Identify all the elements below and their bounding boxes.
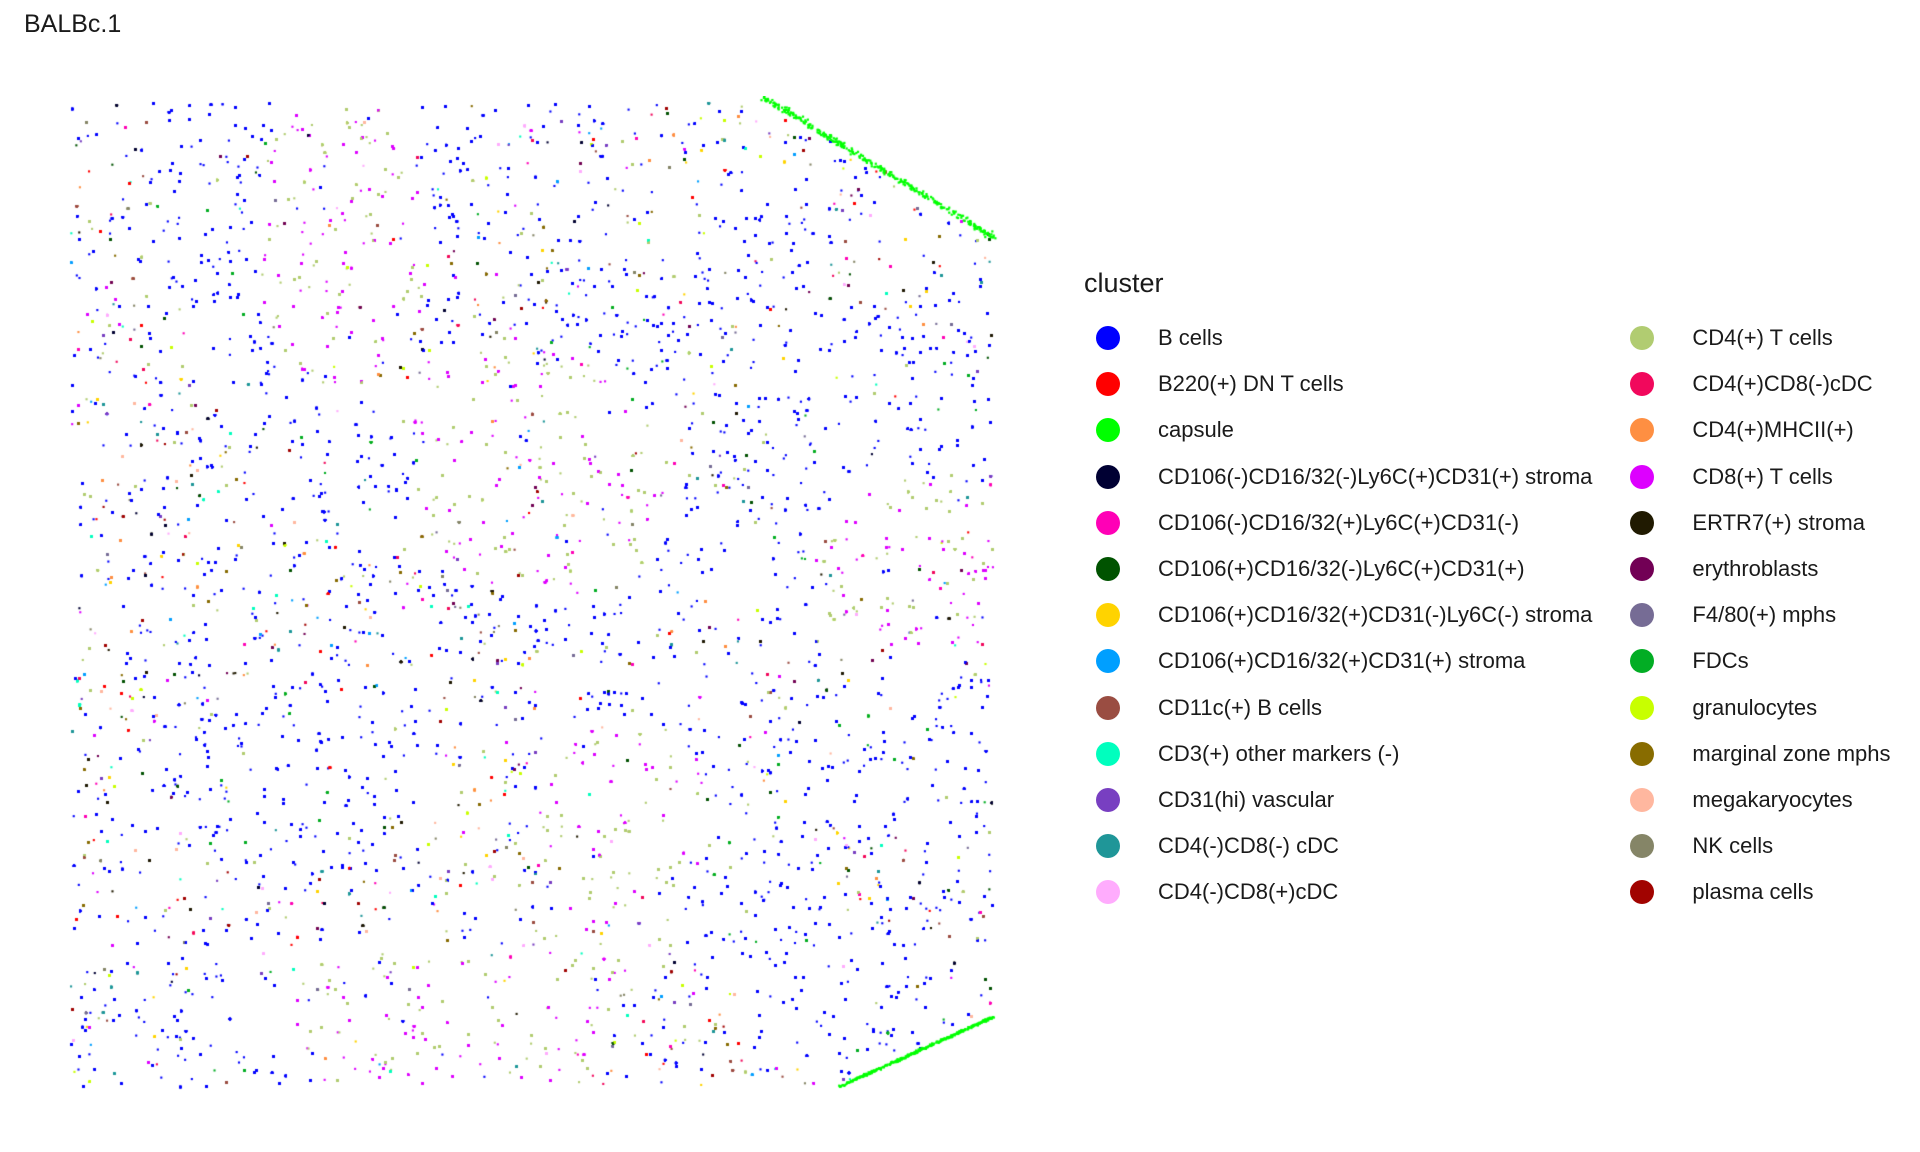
legend-key-dot — [1630, 649, 1655, 674]
legend-label: ERTR7(+) stroma — [1692, 509, 1865, 535]
legend-column-left: B cells B220(+) DN T cells capsule CD106(-)… — [1084, 315, 1592, 915]
legend-item: FDCs — [1618, 638, 1890, 684]
legend-key-dot — [1096, 834, 1120, 859]
legend-key-dot — [1630, 557, 1655, 582]
legend-key-dot — [1096, 741, 1120, 766]
legend-label: FDCs — [1692, 648, 1749, 674]
legend-column-right: CD4(+) T cells CD4(+)CD8(-)cDC CD4(+)MHCII… — [1618, 315, 1891, 915]
legend-item: CD31(hi) vascular — [1084, 777, 1592, 823]
legend-label: CD4(+)CD8(-)cDC — [1692, 371, 1873, 397]
legend-item: CD106(+)CD16/32(+)CD31(+) stroma — [1084, 638, 1592, 684]
legend-item: CD4(+)MHCII(+) — [1618, 407, 1890, 453]
legend-key-dot — [1630, 372, 1655, 397]
legend-columns: B cells B220(+) DN T cells capsule CD106(-)… — [1084, 315, 1891, 915]
legend-label: CD3(+) other markers (-) — [1158, 740, 1400, 766]
legend-item: ERTR7(+) stroma — [1618, 500, 1890, 546]
legend-label: plasma cells — [1692, 879, 1814, 905]
legend-title: cluster — [1084, 268, 1164, 298]
scatter-plot-area — [62, 96, 1012, 1112]
legend-item: marginal zone mphs — [1618, 731, 1891, 777]
legend-label: NK cells — [1692, 833, 1774, 859]
legend-item: CD11c(+) B cells — [1084, 685, 1592, 731]
legend-label: CD4(+) T cells — [1692, 325, 1833, 351]
legend-key-dot — [1630, 834, 1655, 859]
legend-item: CD4(+)CD8(-)cDC — [1618, 361, 1890, 407]
legend-label: B cells — [1158, 325, 1223, 351]
legend-label: B220(+) DN T cells — [1158, 371, 1344, 397]
legend-label: CD106(-)CD16/32(+)Ly6C(+)CD31(-) — [1158, 509, 1520, 535]
legend-label: granulocytes — [1692, 694, 1818, 720]
legend-key-dot — [1096, 464, 1120, 489]
legend-label: CD106(+)CD16/32(+)CD31(-)Ly6C(-) stroma — [1158, 602, 1593, 628]
legend-label: capsule — [1158, 417, 1234, 443]
legend-key-dot — [1096, 372, 1120, 397]
legend-key-dot — [1096, 326, 1120, 351]
legend-label: CD4(-)CD8(+)cDC — [1158, 879, 1339, 905]
legend-item: B220(+) DN T cells — [1084, 361, 1592, 407]
legend-item: CD106(+)CD16/32(-)Ly6C(+)CD31(+) — [1084, 546, 1592, 592]
legend-key-dot — [1630, 464, 1655, 489]
legend-item: CD106(-)CD16/32(+)Ly6C(+)CD31(-) — [1084, 500, 1592, 546]
legend-key-dot — [1630, 787, 1655, 812]
legend-item: megakaryocytes — [1618, 777, 1890, 823]
legend-item: B cells — [1084, 315, 1592, 361]
plot-title: BALBc.1 — [24, 10, 122, 38]
legend-item: CD4(+) T cells — [1618, 315, 1890, 361]
legend-key-dot — [1630, 880, 1655, 905]
legend-key-dot — [1096, 649, 1120, 674]
legend-key-dot — [1096, 510, 1120, 535]
legend-item: NK cells — [1618, 823, 1890, 869]
legend-key-dot — [1630, 326, 1655, 351]
legend-item: F4/80(+) mphs — [1618, 592, 1890, 638]
legend-item: granulocytes — [1618, 685, 1890, 731]
legend-label: CD4(-)CD8(-) cDC — [1158, 833, 1339, 859]
legend-key-dot — [1096, 695, 1120, 720]
legend-key-dot — [1096, 603, 1120, 628]
legend-key-dot — [1630, 695, 1655, 720]
legend-item: CD106(-)CD16/32(-)Ly6C(+)CD31(+) stroma — [1084, 454, 1592, 500]
legend-key-dot — [1630, 418, 1655, 443]
legend-label: CD4(+)MHCII(+) — [1692, 417, 1854, 443]
legend-key-dot — [1630, 510, 1655, 535]
legend-label: CD106(+)CD16/32(+)CD31(+) stroma — [1158, 648, 1526, 674]
legend-key-dot — [1096, 557, 1120, 582]
legend-item: erythroblasts — [1618, 546, 1890, 592]
legend-item: capsule — [1084, 407, 1592, 453]
legend-label: F4/80(+) mphs — [1692, 602, 1837, 628]
legend-label: CD106(+)CD16/32(-)Ly6C(+)CD31(+) — [1158, 556, 1525, 582]
legend-item: CD8(+) T cells — [1618, 454, 1890, 500]
legend-label: CD106(-)CD16/32(-)Ly6C(+)CD31(+) stroma — [1158, 463, 1593, 489]
legend-key-dot — [1630, 603, 1655, 628]
legend-item: plasma cells — [1618, 869, 1890, 915]
legend-label: CD11c(+) B cells — [1158, 694, 1323, 720]
legend-item: CD3(+) other markers (-) — [1084, 731, 1592, 777]
legend-item: CD4(-)CD8(-) cDC — [1084, 823, 1592, 869]
legend-label: CD31(hi) vascular — [1158, 786, 1335, 812]
legend-key-dot — [1096, 787, 1120, 812]
legend-label: marginal zone mphs — [1692, 740, 1891, 766]
legend-key-dot — [1096, 418, 1120, 443]
legend-item: CD4(-)CD8(+)cDC — [1084, 869, 1592, 915]
legend-item: CD106(+)CD16/32(+)CD31(-)Ly6C(-) stroma — [1084, 592, 1592, 638]
legend-key-dot — [1630, 741, 1655, 766]
legend: cluster B cells B220(+) DN T cells capsule… — [1084, 268, 1891, 915]
legend-key-dot — [1096, 880, 1120, 905]
legend-label: megakaryocytes — [1692, 786, 1853, 812]
legend-label: CD8(+) T cells — [1692, 463, 1833, 489]
legend-label: erythroblasts — [1692, 556, 1819, 582]
